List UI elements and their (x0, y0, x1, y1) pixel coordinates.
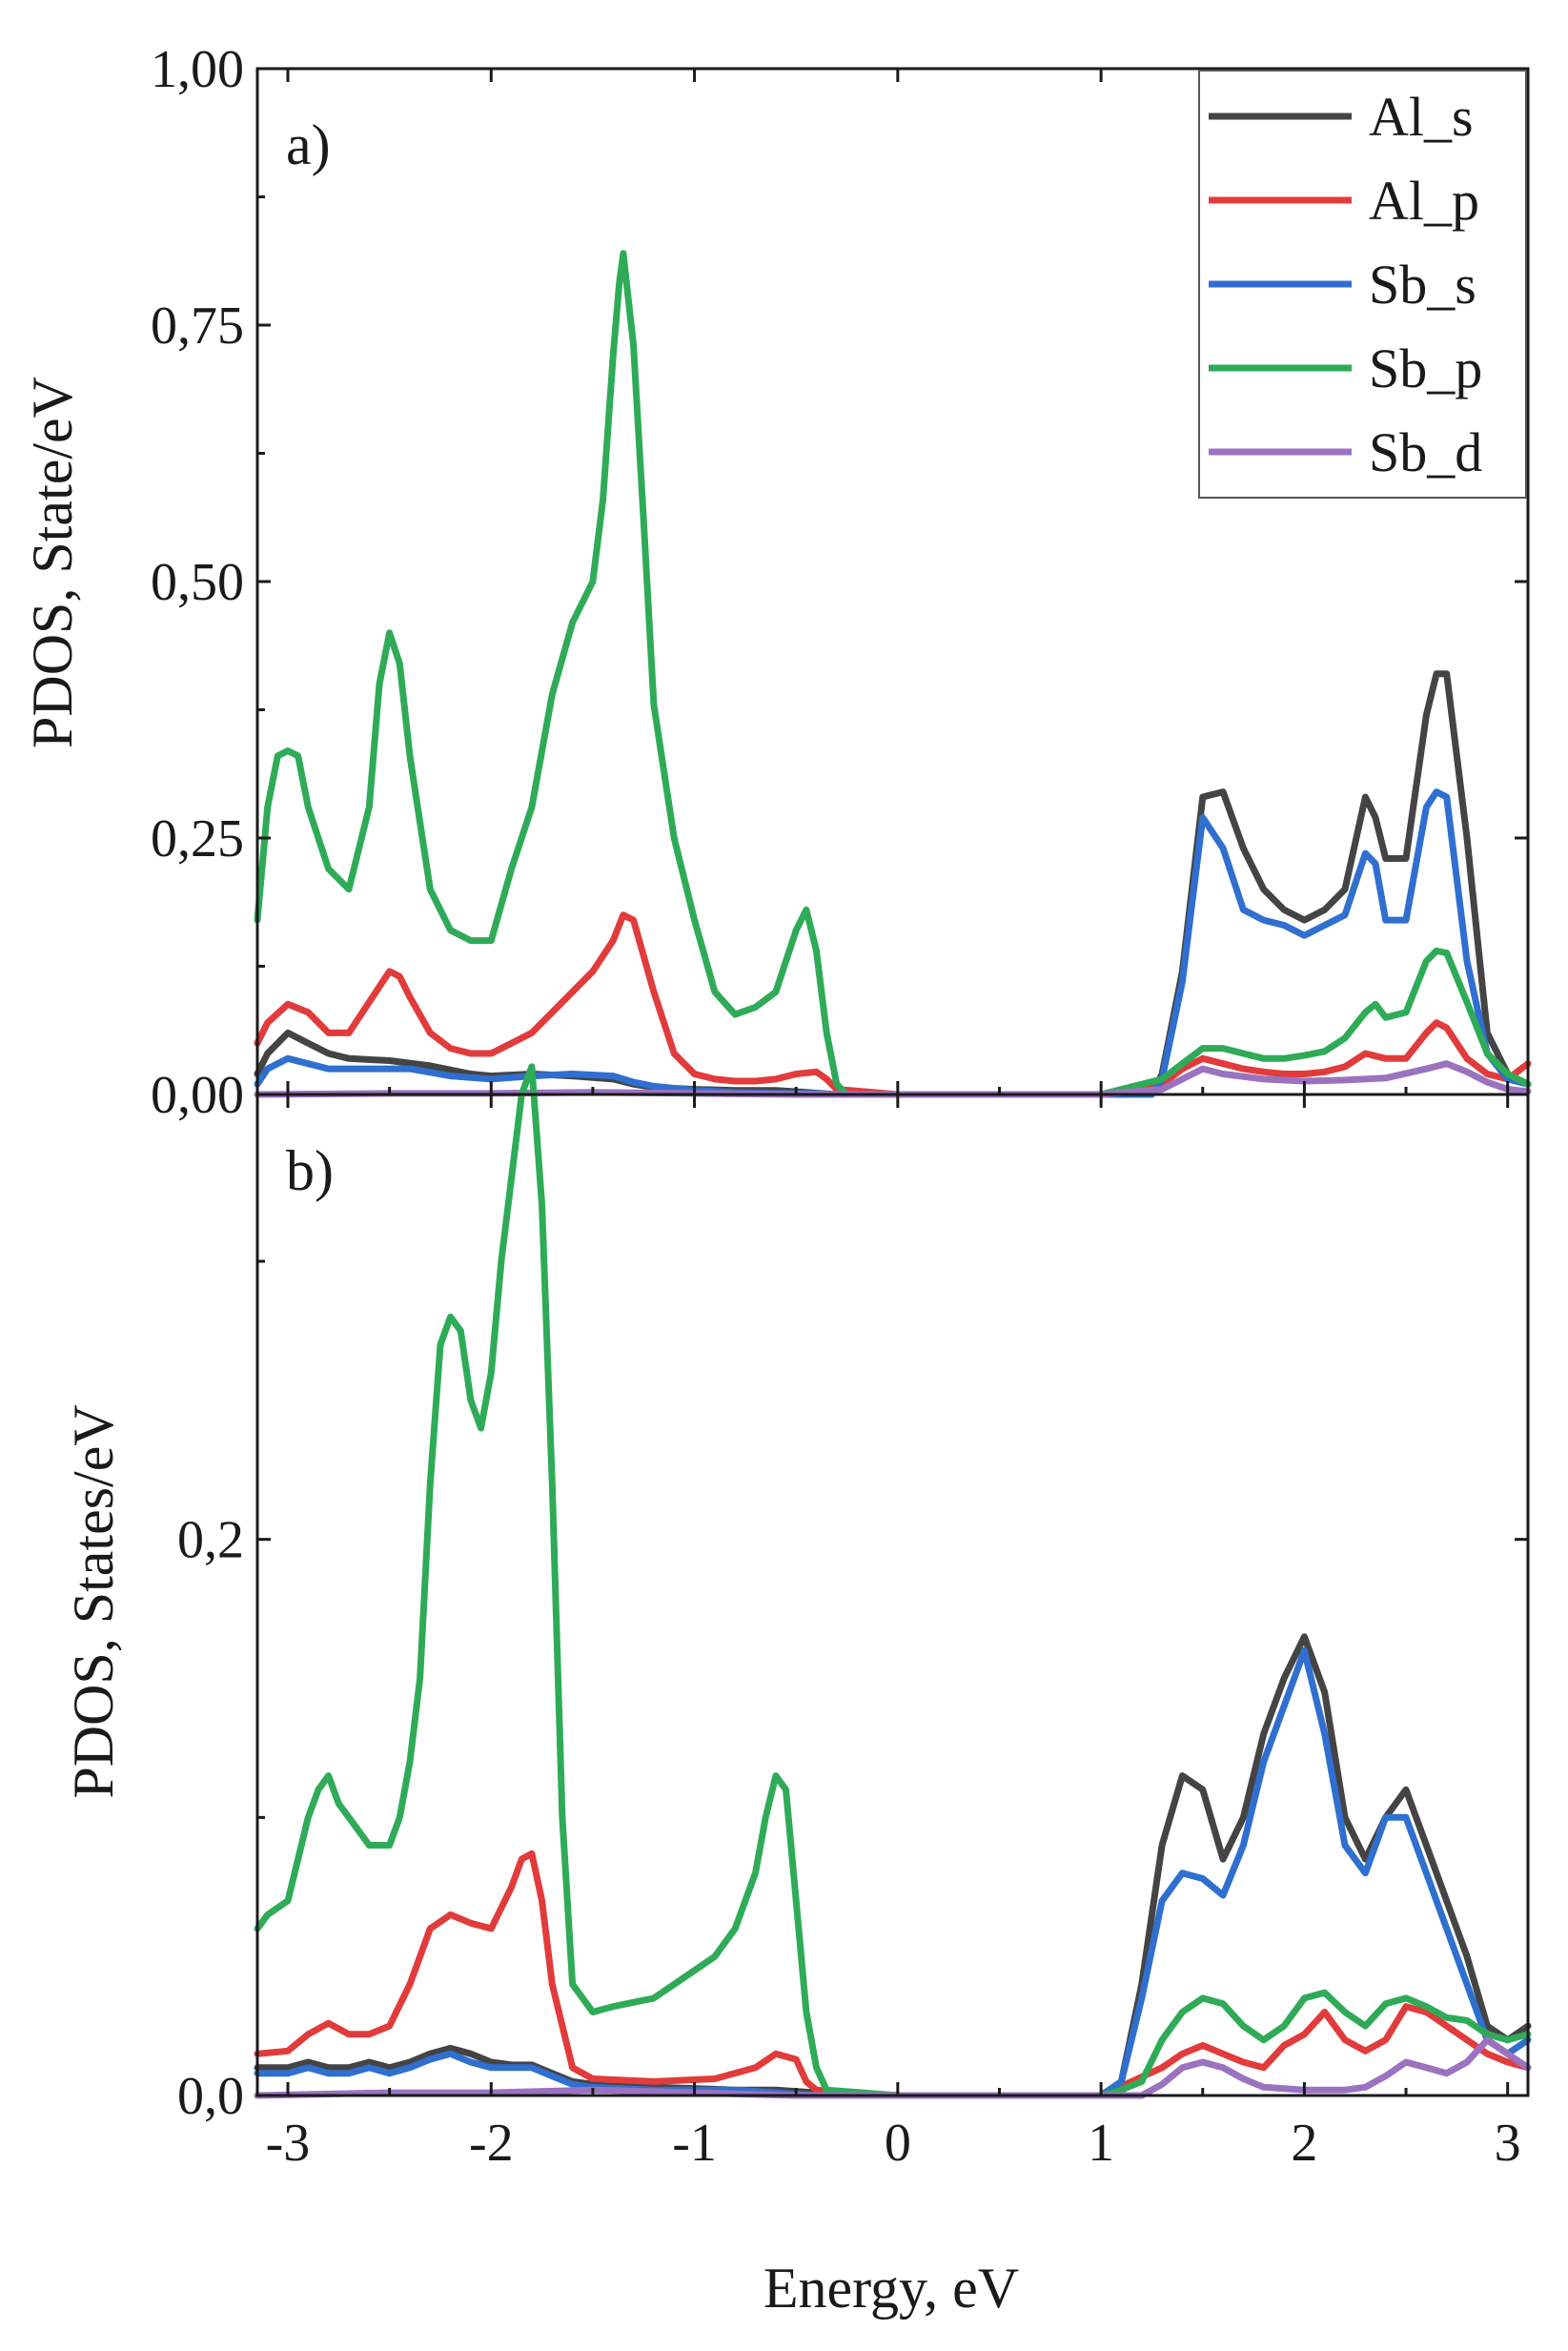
series-line-al-p-panel-b (254, 1850, 1532, 2099)
legend-label-sb-d: Sb_d (1369, 421, 1482, 483)
series-line-al-s-panel-a (254, 670, 1532, 1098)
x-tick-label: 3 (1495, 2114, 1521, 2173)
x-tick-label: -1 (672, 2114, 717, 2173)
legend: Al_s Al_p Sb_s Sb_p Sb_d (1198, 70, 1527, 499)
x-axis-label: Energy, eV (764, 2257, 1019, 2320)
x-tick-label: 2 (1291, 2114, 1317, 2173)
y-tick-label: 0,25 (151, 809, 244, 869)
panel-label: a) (286, 113, 331, 176)
legend-label-sb-p: Sb_p (1369, 337, 1482, 399)
y-tick-label: 0,50 (151, 553, 244, 612)
series-line-sb-d-panel-a (254, 1060, 1532, 1098)
panel-b: 0,0 0,2 -3 -2 -1 0 1 2 3 b) (177, 1063, 1532, 2173)
x-tick-label: -2 (469, 2114, 514, 2173)
panel-a: 0,00 0,25 0,50 0,75 1,00 a) (151, 40, 1532, 1125)
x-tick-label: 0 (885, 2114, 911, 2173)
x-tick-label: -3 (266, 2114, 311, 2173)
legend-label-al-s: Al_s (1369, 86, 1474, 148)
legend-label-sb-s: Sb_s (1369, 254, 1476, 316)
y-tick-label: 0,00 (151, 1066, 244, 1125)
y-axis-label-b: PDOS, States/eV (62, 1404, 125, 1798)
x-tick-label: 1 (1088, 2114, 1114, 2173)
panel-label: b) (286, 1139, 334, 1202)
series-line-al-p-panel-a (254, 911, 1532, 1098)
legend-label-al-p: Al_p (1369, 170, 1479, 232)
y-tick-label: 0,75 (151, 296, 244, 356)
plot-frame (255, 1093, 1530, 2097)
y-tick-label: 0,2 (177, 1511, 244, 1570)
y-axis-label-a: PDOS, State/eV (21, 377, 84, 748)
y-tick-label: 0,0 (177, 2067, 244, 2126)
series-line-sb-p-panel-a (254, 250, 1532, 1098)
series-line-sb-p-panel-b (254, 1063, 1532, 2099)
y-tick-label: 1,00 (151, 40, 244, 99)
series-line-sb-d-panel-b (254, 2036, 1532, 2099)
